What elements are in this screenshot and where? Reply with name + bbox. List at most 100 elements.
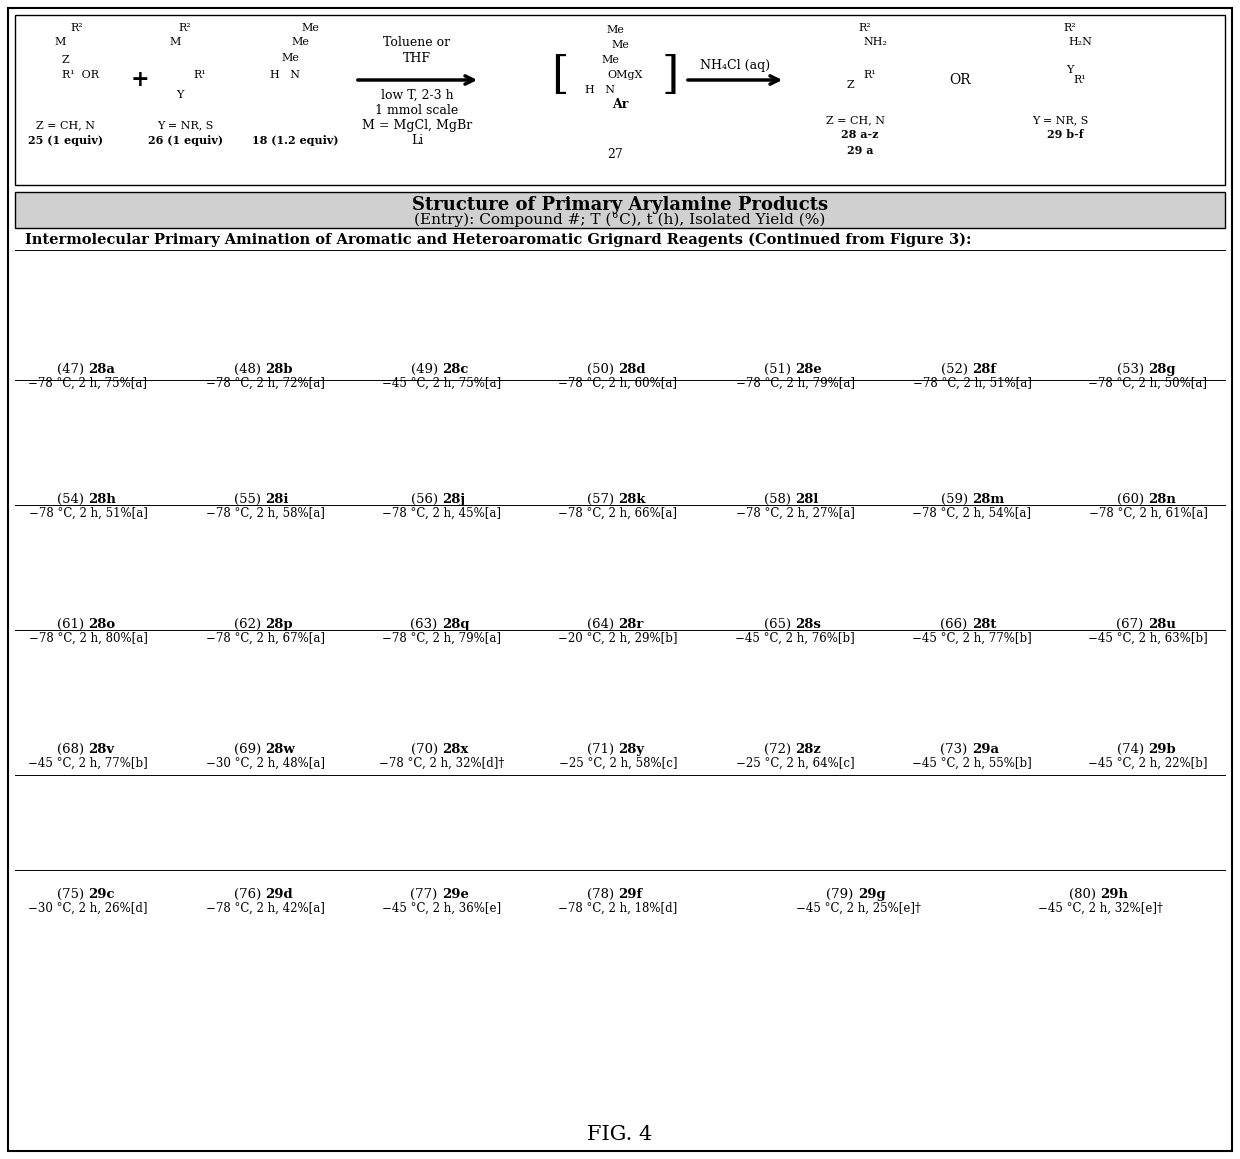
Bar: [11, 780, 166, 880]
Text: −78 °C, 2 h, 67%[a]: −78 °C, 2 h, 67%[a]: [206, 632, 325, 646]
Text: 28z: 28z: [795, 743, 821, 756]
Text: −78 °C, 2 h, 80%[a]: −78 °C, 2 h, 80%[a]: [29, 632, 148, 646]
Bar: [188, 510, 343, 610]
Text: −45 °C, 2 h, 25%[e]†: −45 °C, 2 h, 25%[e]†: [796, 902, 920, 914]
Text: −78 °C, 2 h, 45%[a]: −78 °C, 2 h, 45%[a]: [382, 506, 501, 520]
Text: −45 °C, 2 h, 55%[b]: −45 °C, 2 h, 55%[b]: [913, 757, 1032, 770]
Bar: [541, 635, 696, 735]
Text: (79): (79): [827, 888, 858, 901]
Bar: [541, 255, 696, 355]
Bar: [1071, 635, 1226, 735]
Text: R¹  OR: R¹ OR: [62, 70, 98, 80]
Text: −78 °C, 2 h, 32%[d]†: −78 °C, 2 h, 32%[d]†: [379, 757, 505, 770]
Text: −78 °C, 2 h, 79%[a]: −78 °C, 2 h, 79%[a]: [382, 632, 501, 646]
Bar: [365, 255, 520, 355]
Bar: [1071, 510, 1226, 610]
Text: (74): (74): [1117, 743, 1148, 756]
Bar: [541, 510, 696, 610]
Text: R¹: R¹: [864, 70, 877, 80]
Text: Z = CH, N: Z = CH, N: [36, 121, 94, 130]
Text: M = MgCl, MgBr: M = MgCl, MgBr: [362, 118, 472, 131]
Text: −45 °C, 2 h, 22%[b]: −45 °C, 2 h, 22%[b]: [1089, 757, 1208, 770]
Text: −78 °C, 2 h, 54%[a]: −78 °C, 2 h, 54%[a]: [913, 506, 1032, 520]
Text: 28w: 28w: [265, 743, 295, 756]
Text: 28d: 28d: [618, 363, 646, 376]
Bar: [188, 780, 343, 880]
Text: (67): (67): [1116, 618, 1148, 630]
Text: −78 °C, 2 h, 58%[a]: −78 °C, 2 h, 58%[a]: [206, 506, 325, 520]
Text: −78 °C, 2 h, 50%[a]: −78 °C, 2 h, 50%[a]: [1089, 377, 1208, 389]
Text: 28y: 28y: [618, 743, 644, 756]
Text: 28x: 28x: [441, 743, 469, 756]
Text: −45 °C, 2 h, 36%[e]: −45 °C, 2 h, 36%[e]: [382, 902, 501, 914]
Bar: [718, 635, 873, 735]
Text: (78): (78): [587, 888, 618, 901]
Text: 28i: 28i: [265, 493, 289, 506]
Text: (66): (66): [940, 618, 972, 630]
Text: 28a: 28a: [88, 363, 115, 376]
Text: 28b: 28b: [265, 363, 293, 376]
Text: 27: 27: [608, 148, 622, 161]
Text: Me: Me: [281, 53, 299, 63]
Bar: [895, 385, 1050, 484]
Bar: [1071, 385, 1226, 484]
Text: +: +: [130, 70, 149, 92]
Text: 28c: 28c: [441, 363, 469, 376]
Text: (62): (62): [233, 618, 265, 630]
Bar: [15, 192, 1225, 228]
Text: −30 °C, 2 h, 26%[d]: −30 °C, 2 h, 26%[d]: [29, 902, 148, 914]
Text: low T, 2-3 h: low T, 2-3 h: [381, 88, 454, 102]
Text: (72): (72): [764, 743, 795, 756]
Text: (48): (48): [234, 363, 265, 376]
Text: Me: Me: [611, 41, 629, 50]
Text: −45 °C, 2 h, 76%[b]: −45 °C, 2 h, 76%[b]: [735, 632, 854, 646]
Text: (64): (64): [587, 618, 618, 630]
Text: −45 °C, 2 h, 32%[e]†: −45 °C, 2 h, 32%[e]†: [1038, 902, 1162, 914]
Bar: [188, 385, 343, 484]
Text: −78 °C, 2 h, 51%[a]: −78 °C, 2 h, 51%[a]: [913, 377, 1032, 389]
Text: 26 (1 equiv): 26 (1 equiv): [148, 134, 222, 146]
Text: 28f: 28f: [972, 363, 996, 376]
Text: FIG. 4: FIG. 4: [588, 1124, 652, 1144]
Text: 28r: 28r: [618, 618, 644, 630]
Text: 29 a: 29 a: [847, 145, 873, 155]
Text: (51): (51): [764, 363, 795, 376]
Bar: [895, 255, 1050, 355]
Text: 1 mmol scale: 1 mmol scale: [376, 103, 459, 117]
Text: Me: Me: [601, 54, 619, 65]
Bar: [743, 780, 973, 880]
Text: 29c: 29c: [88, 888, 114, 901]
Text: (57): (57): [587, 493, 618, 506]
Text: 28k: 28k: [618, 493, 646, 506]
Text: Toluene or: Toluene or: [383, 36, 450, 49]
Text: 29 b-f: 29 b-f: [1047, 130, 1084, 140]
Text: −45 °C, 2 h, 77%[b]: −45 °C, 2 h, 77%[b]: [29, 757, 148, 770]
Text: −45 °C, 2 h, 77%[b]: −45 °C, 2 h, 77%[b]: [913, 632, 1032, 646]
Text: (71): (71): [587, 743, 618, 756]
Text: (60): (60): [1117, 493, 1148, 506]
Bar: [188, 635, 343, 735]
Bar: [895, 510, 1050, 610]
Text: R²: R²: [179, 23, 191, 32]
Text: Me: Me: [291, 37, 309, 48]
Text: 28s: 28s: [795, 618, 821, 630]
Text: R²: R²: [69, 23, 83, 32]
Text: 28o: 28o: [88, 618, 115, 630]
Text: 28g: 28g: [1148, 363, 1176, 376]
Text: Li: Li: [410, 133, 423, 146]
Text: 28m: 28m: [972, 493, 1004, 506]
Text: OR: OR: [949, 73, 971, 87]
Text: H   N: H N: [270, 70, 300, 80]
Text: 29b: 29b: [1148, 743, 1176, 756]
Bar: [541, 385, 696, 484]
Text: M: M: [170, 37, 181, 48]
Text: 28j: 28j: [441, 493, 465, 506]
Text: 28v: 28v: [88, 743, 114, 756]
Text: Y = NR, S: Y = NR, S: [156, 121, 213, 130]
Text: THF: THF: [403, 51, 432, 65]
Text: (56): (56): [410, 493, 441, 506]
Text: −78 °C, 2 h, 72%[a]: −78 °C, 2 h, 72%[a]: [206, 377, 325, 389]
Text: (53): (53): [1117, 363, 1148, 376]
Bar: [11, 510, 166, 610]
Text: 29g: 29g: [858, 888, 885, 901]
